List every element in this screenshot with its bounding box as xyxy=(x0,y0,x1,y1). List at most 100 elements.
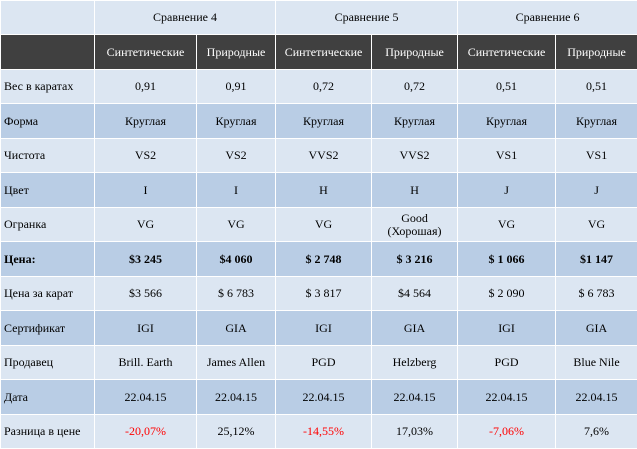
comparison-5-header: Сравнение 5 xyxy=(276,1,458,35)
row-label: Цена: xyxy=(1,242,95,277)
table-cell: Helzberg xyxy=(372,346,458,380)
row-label: Сертификат xyxy=(1,311,95,346)
subheader-cell: Природные xyxy=(556,35,637,70)
table-cell: $ 1 066 xyxy=(458,242,556,277)
table-cell: VG xyxy=(556,208,637,242)
row-date: Дата 22.04.15 22.04.15 22.04.15 22.04.15… xyxy=(1,380,637,415)
table-cell: VS2 xyxy=(95,139,197,173)
row-label: Цвет xyxy=(1,173,95,208)
table-cell: J xyxy=(556,173,637,208)
table-cell: Круглая xyxy=(458,104,556,139)
row-price-difference: Разница в цене -20,07% 25,12% -14,55% 17… xyxy=(1,415,637,449)
table-cell: Круглая xyxy=(95,104,197,139)
table-cell: 22.04.15 xyxy=(197,380,276,415)
row-label: Огранка xyxy=(1,208,95,242)
table-cell: IGI xyxy=(95,311,197,346)
table-cell: VG xyxy=(276,208,372,242)
table-cell: PGD xyxy=(276,346,372,380)
table-cell: VVS2 xyxy=(372,139,458,173)
table-cell: VG xyxy=(458,208,556,242)
table-cell: I xyxy=(197,173,276,208)
row-color: Цвет I I H H J J xyxy=(1,173,637,208)
table-cell: VS1 xyxy=(556,139,637,173)
table-cell: H xyxy=(372,173,458,208)
table-cell: Круглая xyxy=(197,104,276,139)
row-label: Вес в каратах xyxy=(1,70,95,104)
table-cell: Good (Хорошая) xyxy=(372,208,458,242)
table-cell: 7,6% xyxy=(556,415,637,449)
table-cell: Круглая xyxy=(556,104,637,139)
subheader-cell: Синтетические xyxy=(95,35,197,70)
table-cell: $3 566 xyxy=(95,277,197,311)
table-cell: 0,91 xyxy=(197,70,276,104)
comparison-4-header: Сравнение 4 xyxy=(95,1,276,35)
table-cell: $4 060 xyxy=(197,242,276,277)
row-label: Чистота xyxy=(1,139,95,173)
table-cell: Круглая xyxy=(276,104,372,139)
table-cell-negative: -14,55% xyxy=(276,415,372,449)
table-cell: GIA xyxy=(197,311,276,346)
table-cell: VS1 xyxy=(458,139,556,173)
table-cell: $ 6 783 xyxy=(556,277,637,311)
table-cell: $ 2 748 xyxy=(276,242,372,277)
table-cell: 0,51 xyxy=(458,70,556,104)
table-cell: VG xyxy=(197,208,276,242)
table-cell: Blue Nile xyxy=(556,346,637,380)
table-cell: GIA xyxy=(372,311,458,346)
table-cell: $ 3 817 xyxy=(276,277,372,311)
row-certificate: Сертификат IGI GIA IGI GIA IGI GIA xyxy=(1,311,637,346)
table-cell: Brill. Earth xyxy=(95,346,197,380)
row-seller: Продавец Brill. Earth James Allen PGD He… xyxy=(1,346,637,380)
row-label: Форма xyxy=(1,104,95,139)
table-cell: 22.04.15 xyxy=(458,380,556,415)
table-cell: GIA xyxy=(556,311,637,346)
table-cell-negative: -7,06% xyxy=(458,415,556,449)
table-cell: $ 6 783 xyxy=(197,277,276,311)
corner-cell-dark xyxy=(1,35,95,70)
table-cell: J xyxy=(458,173,556,208)
row-label: Цена за карат xyxy=(1,277,95,311)
type-header-row: Синтетические Природные Синтетические Пр… xyxy=(1,35,637,70)
subheader-cell: Природные xyxy=(372,35,458,70)
row-carat-weight: Вес в каратах 0,91 0,91 0,72 0,72 0,51 0… xyxy=(1,70,637,104)
table-cell: H xyxy=(276,173,372,208)
table-cell: IGI xyxy=(458,311,556,346)
corner-cell xyxy=(1,1,95,35)
table-cell: Круглая xyxy=(372,104,458,139)
table-cell: VG xyxy=(95,208,197,242)
table-cell: PGD xyxy=(458,346,556,380)
table-cell: 0,91 xyxy=(95,70,197,104)
table-cell: 17,03% xyxy=(372,415,458,449)
table-cell: $1 147 xyxy=(556,242,637,277)
row-label: Продавец xyxy=(1,346,95,380)
table-cell: $ 2 090 xyxy=(458,277,556,311)
row-clarity: Чистота VS2 VS2 VVS2 VVS2 VS1 VS1 xyxy=(1,139,637,173)
row-label: Дата xyxy=(1,380,95,415)
table-cell: 22.04.15 xyxy=(372,380,458,415)
row-price: Цена: $3 245 $4 060 $ 2 748 $ 3 216 $ 1 … xyxy=(1,242,637,277)
comparison-header-row: Сравнение 4 Сравнение 5 Сравнение 6 xyxy=(1,1,637,35)
table-cell: 22.04.15 xyxy=(276,380,372,415)
table-cell: VS2 xyxy=(197,139,276,173)
row-shape: Форма Круглая Круглая Круглая Круглая Кр… xyxy=(1,104,637,139)
table-cell: $4 564 xyxy=(372,277,458,311)
row-price-per-carat: Цена за карат $3 566 $ 6 783 $ 3 817 $4 … xyxy=(1,277,637,311)
table-cell: 0,72 xyxy=(372,70,458,104)
subheader-cell: Природные xyxy=(197,35,276,70)
subheader-cell: Синтетические xyxy=(458,35,556,70)
comparison-6-header: Сравнение 6 xyxy=(458,1,637,35)
table-cell: VVS2 xyxy=(276,139,372,173)
table-cell: IGI xyxy=(276,311,372,346)
row-label: Разница в цене xyxy=(1,415,95,449)
table-cell: I xyxy=(95,173,197,208)
row-cut: Огранка VG VG VG Good (Хорошая) VG VG xyxy=(1,208,637,242)
table-cell-negative: -20,07% xyxy=(95,415,197,449)
table-cell: 25,12% xyxy=(197,415,276,449)
table-cell: 0,51 xyxy=(556,70,637,104)
table-cell: 22.04.15 xyxy=(95,380,197,415)
table-cell: 0,72 xyxy=(276,70,372,104)
table-cell: $ 3 216 xyxy=(372,242,458,277)
subheader-cell: Синтетические xyxy=(276,35,372,70)
table-cell: 22.04.15 xyxy=(556,380,637,415)
